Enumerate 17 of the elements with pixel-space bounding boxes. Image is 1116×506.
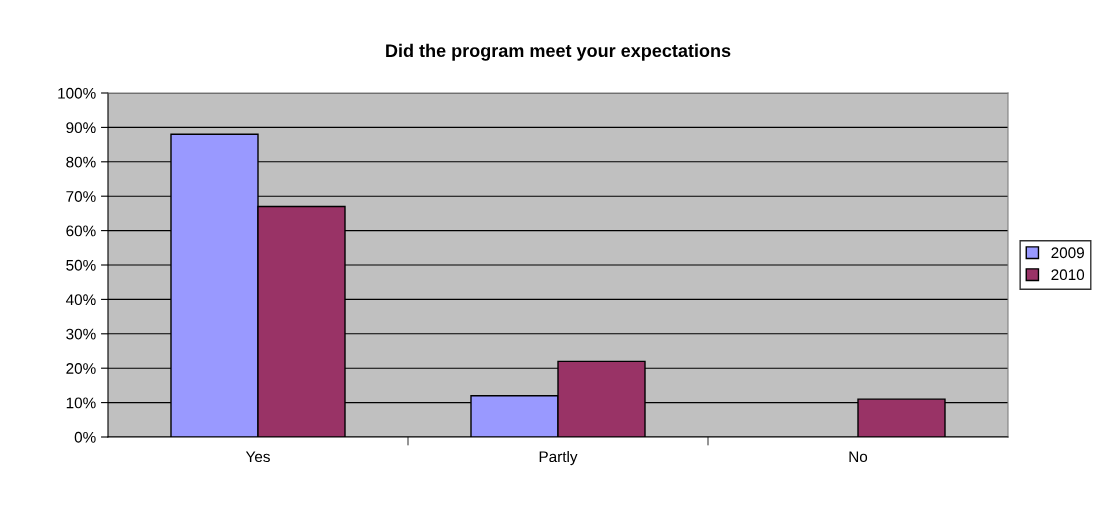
y-tick-label: 70% (66, 191, 96, 202)
y-tick-label: 0% (74, 431, 96, 443)
y-tick-label: 100% (58, 87, 96, 99)
y-tick-label: 90% (66, 122, 96, 134)
y-tick-label: 10% (66, 397, 96, 409)
y-tick-label: 80% (66, 156, 96, 168)
x-tick-label: Yes (245, 451, 270, 463)
chart-title: Did the program meet your expectations (386, 43, 731, 61)
y-tick-label: 20% (66, 363, 96, 374)
y-tick-label: 40% (65, 294, 96, 306)
y-tick-label: 50% (66, 259, 96, 271)
y-tick-label: 30% (66, 328, 96, 340)
x-tick-label: Partly (539, 450, 578, 466)
legend-label: 2010 (1051, 269, 1085, 281)
y-tick-label: 60% (66, 225, 96, 237)
x-tick-label: No (849, 451, 868, 463)
legend-label: 2009 (1051, 247, 1084, 259)
